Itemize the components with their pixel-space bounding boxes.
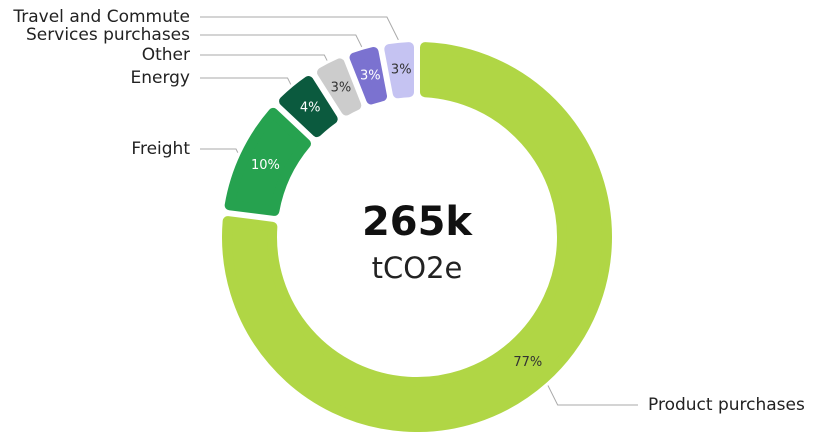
leader-line <box>200 54 328 61</box>
legend-label: Travel and Commute <box>12 7 190 27</box>
center-unit: tCO2e <box>372 251 463 285</box>
legend-label: Services purchases <box>26 25 190 45</box>
donut-segment <box>384 42 415 99</box>
value-label: 3% <box>391 63 412 78</box>
donut-segment <box>279 76 338 138</box>
leader-line <box>547 385 638 406</box>
donut-segment <box>224 107 311 216</box>
legend-label: Product purchases <box>648 395 805 415</box>
center-value: 265k <box>362 199 473 245</box>
leader-line <box>200 16 399 41</box>
donut-segment <box>222 42 612 432</box>
leader-line <box>200 77 292 85</box>
value-label: 4% <box>300 100 321 115</box>
donut-segment <box>317 58 362 116</box>
value-label: 3% <box>360 69 381 84</box>
leader-line <box>200 148 239 153</box>
value-label: 10% <box>251 158 280 173</box>
donut-segment <box>349 47 388 105</box>
legend-label: Freight <box>131 139 190 159</box>
value-label: 3% <box>331 80 352 95</box>
legend-label: Energy <box>130 68 190 88</box>
legend-label: Other <box>142 45 190 65</box>
leader-line <box>200 34 363 48</box>
value-label: 77% <box>513 355 542 370</box>
